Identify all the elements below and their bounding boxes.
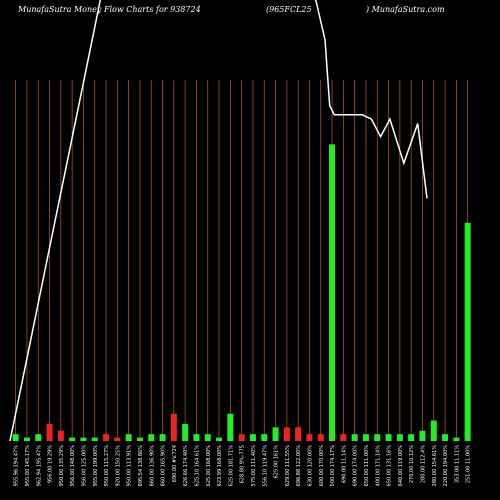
bar	[453, 437, 460, 441]
grid-lines	[15, 80, 468, 441]
bar	[159, 434, 166, 441]
x-tick-label: 955.00 199.00%	[93, 445, 99, 487]
price-line-group	[9, 0, 428, 442]
x-tick-label: 500.00 174.17%	[330, 445, 336, 487]
bar	[238, 434, 245, 441]
x-tick-label: 600.00 170.00%	[319, 445, 325, 487]
x-tick-label: 626.66 174.40%	[183, 445, 189, 487]
price-line-left	[9, 0, 102, 442]
x-tick-label: 955.96 194.47%	[14, 445, 20, 487]
bar	[114, 437, 121, 441]
x-tick-label: 950.00 113.91%	[127, 445, 133, 487]
bar	[249, 434, 256, 441]
bar	[272, 427, 279, 441]
x-tick-label: 251.00 11.00%	[466, 445, 472, 483]
x-tick-label: 625.00 161%	[274, 445, 280, 479]
bar	[442, 434, 449, 441]
bar	[227, 413, 234, 441]
bar	[306, 434, 313, 441]
bar	[430, 420, 437, 441]
x-tick-label: 623.99 168.00%	[217, 445, 223, 487]
bar	[91, 437, 98, 441]
bar	[148, 434, 155, 441]
bar	[295, 427, 302, 441]
bar	[374, 434, 381, 441]
bar	[182, 423, 189, 441]
x-tick-label: 270.00 10.12%	[409, 445, 415, 483]
bar	[283, 427, 290, 441]
x-tick-label: 690.00 174.00%	[353, 445, 359, 487]
x-tick-label: 650.00 131.16%	[387, 445, 393, 487]
x-tick-label: 640.00 119.00%	[398, 445, 404, 487]
x-tick-label: 950.00 115.27%	[104, 445, 110, 487]
x-tick-label: 696.88 122.00%	[296, 445, 302, 487]
bar	[125, 434, 132, 441]
x-tick-label: 860.00 165.90%	[161, 445, 167, 487]
x-tick-label: 625.00 181.71%	[228, 445, 234, 487]
bar	[12, 434, 19, 441]
chart-header: MunafaSutra Money Flow Charts for 938724…	[0, 0, 500, 20]
bar	[408, 434, 415, 441]
bar	[317, 434, 324, 441]
x-tick-label: 962.94 195.47%	[36, 445, 42, 487]
x-tick-label: 950.00 135.29%	[59, 445, 65, 487]
bar	[385, 434, 392, 441]
x-tick-label: 920.00 150.25%	[115, 445, 121, 487]
bar	[193, 434, 200, 441]
x-tick-label: 956.00 148.00%	[70, 445, 76, 487]
bar	[261, 434, 268, 441]
x-tick-label: 280.00 154.61%	[432, 445, 438, 487]
bar	[80, 437, 87, 441]
x-tick-label: 280.00 112.4%	[420, 445, 426, 483]
bar	[216, 437, 223, 441]
bar	[69, 437, 76, 441]
bar	[464, 222, 471, 441]
bar	[362, 434, 369, 441]
x-tick-label: 353.00 11.11%	[454, 445, 460, 483]
x-tick-label: 690.00 11.14%	[341, 445, 347, 483]
x-tick-label: 556.10 119.47%	[262, 445, 268, 487]
x-tick-label: 860.00 136.90%	[149, 445, 155, 487]
x-tick-label: 625.10 164.61%	[194, 445, 200, 487]
volume-bars	[12, 144, 471, 441]
price-line-right	[314, 0, 428, 199]
bar	[204, 434, 211, 441]
x-tick-label: 629.00 111.55%	[285, 445, 291, 487]
x-tick-label: 220.00 194.00%	[443, 445, 449, 487]
header-title-left: MunafaSutra Money Flow Charts for 938724	[18, 5, 201, 14]
x-tick-label: 630.00 120.00%	[307, 445, 313, 487]
x-tick-label: 956.00 125.00%	[81, 445, 87, 487]
bar	[419, 430, 426, 441]
bar	[46, 423, 53, 441]
bar	[35, 434, 42, 441]
bar	[103, 434, 110, 441]
x-tick-label: 575.00 111.40%	[251, 445, 257, 487]
x-tick-label: 400.00 171.14%	[375, 445, 381, 487]
header-symbol: (965FCL25	[266, 5, 312, 14]
x-tick-label: 650.00 111.00%	[364, 445, 370, 487]
bar	[57, 430, 64, 441]
bar	[340, 434, 347, 441]
x-tick-label: 690.00 #V.724	[172, 445, 178, 482]
bar	[351, 434, 358, 441]
header-site: ) MunafaSutra.com	[366, 5, 445, 14]
bar	[170, 413, 177, 441]
bar	[23, 437, 30, 441]
bar	[136, 437, 143, 441]
bar	[396, 434, 403, 441]
x-tick-label: 895.54 138.86%	[138, 445, 144, 487]
x-tick-label: 625.00 168.00%	[206, 445, 212, 487]
x-tick-label: 628.80 9%-775	[240, 445, 246, 483]
x-tick-label: 956.00 19.29%	[48, 445, 54, 483]
x-tick-label: 955.00 145.17%	[25, 445, 31, 487]
x-axis-labels: 955.96 194.47% 955.00 145.17% 962.94 195.4…	[14, 445, 472, 487]
bar	[329, 144, 336, 441]
